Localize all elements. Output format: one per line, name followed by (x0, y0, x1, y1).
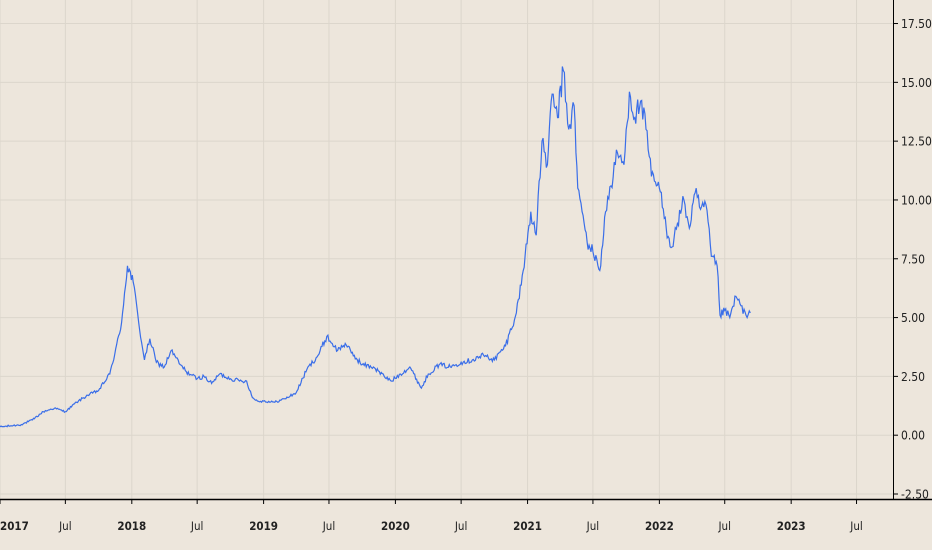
y-tick-label: -2.50 (901, 488, 929, 502)
y-tick-label: 10.00 (901, 193, 932, 207)
x-tick-label: 2022 (645, 519, 674, 533)
y-tick-label: 17.50 (901, 17, 932, 31)
y-tick-label: 7.50 (901, 252, 925, 266)
x-tick-label: Jul (322, 519, 335, 533)
x-tick-label: Jul (58, 519, 71, 533)
x-tick-label: Jul (586, 519, 599, 533)
x-tick-label: 2021 (513, 519, 542, 533)
y-tick-label: 15.00 (901, 76, 932, 90)
x-tick-label: Jul (454, 519, 467, 533)
x-tick-label: Jul (717, 519, 730, 533)
price-series-line[interactable] (0, 66, 751, 428)
x-axis[interactable]: 2017 Jul 2018 Jul 2019 Jul 2020 Jul 2021 Jul 2022 J… (0, 499, 863, 533)
y-axis[interactable]: 17.50 15.00 12.50 10.00 7.50 5.00 2.50 0.00 -2.5… (893, 17, 932, 502)
x-tick-label: 2018 (117, 519, 146, 533)
y-tick-label: 0.00 (901, 429, 925, 443)
x-tick-label: 2020 (381, 519, 410, 533)
x-tick-label: Jul (190, 519, 203, 533)
x-tick-label: 2023 (777, 519, 806, 533)
y-tick-label: 2.50 (901, 370, 925, 384)
grid-lines (0, 0, 893, 499)
x-tick-label: Jul (849, 519, 862, 533)
y-tick-label: 12.50 (901, 135, 932, 149)
y-tick-label: 5.00 (901, 311, 925, 325)
x-tick-label: 2017 (0, 519, 29, 533)
x-tick-label: 2019 (249, 519, 278, 533)
